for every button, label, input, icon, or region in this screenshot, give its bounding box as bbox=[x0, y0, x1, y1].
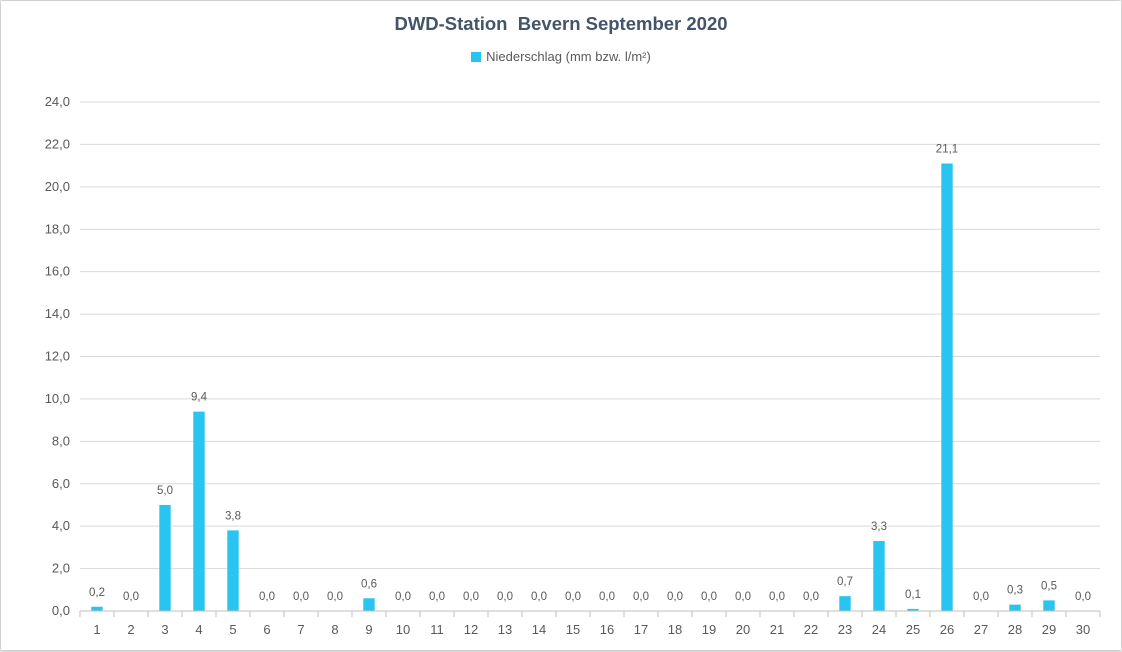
svg-text:4,0: 4,0 bbox=[52, 518, 70, 533]
svg-text:5: 5 bbox=[229, 622, 236, 637]
svg-text:18: 18 bbox=[668, 622, 682, 637]
svg-text:17: 17 bbox=[634, 622, 648, 637]
svg-text:15: 15 bbox=[566, 622, 580, 637]
svg-text:0,0: 0,0 bbox=[259, 591, 275, 603]
svg-text:23: 23 bbox=[838, 622, 852, 637]
svg-text:0,7: 0,7 bbox=[837, 576, 853, 588]
svg-text:2,0: 2,0 bbox=[52, 561, 70, 576]
svg-text:0,0: 0,0 bbox=[52, 603, 70, 618]
svg-text:0,0: 0,0 bbox=[395, 591, 411, 603]
svg-text:12,0: 12,0 bbox=[45, 349, 70, 364]
svg-text:0,0: 0,0 bbox=[293, 591, 309, 603]
svg-text:0,0: 0,0 bbox=[599, 591, 615, 603]
svg-text:14: 14 bbox=[532, 622, 546, 637]
svg-text:2: 2 bbox=[127, 622, 134, 637]
svg-text:24,0: 24,0 bbox=[45, 94, 70, 109]
svg-text:29: 29 bbox=[1042, 622, 1056, 637]
svg-text:8: 8 bbox=[331, 622, 338, 637]
svg-text:24: 24 bbox=[872, 622, 886, 637]
svg-text:10: 10 bbox=[396, 622, 410, 637]
svg-text:21: 21 bbox=[770, 622, 784, 637]
svg-text:8,0: 8,0 bbox=[52, 433, 70, 448]
svg-text:21,1: 21,1 bbox=[936, 144, 958, 156]
svg-text:5,0: 5,0 bbox=[157, 485, 173, 497]
svg-text:16,0: 16,0 bbox=[45, 264, 70, 279]
svg-text:0,0: 0,0 bbox=[735, 591, 751, 603]
svg-text:0,0: 0,0 bbox=[667, 591, 683, 603]
svg-text:13: 13 bbox=[498, 622, 512, 637]
svg-text:0,0: 0,0 bbox=[463, 591, 479, 603]
svg-text:18,0: 18,0 bbox=[45, 221, 70, 236]
svg-text:11: 11 bbox=[430, 622, 444, 637]
svg-text:0,0: 0,0 bbox=[701, 591, 717, 603]
svg-text:0,0: 0,0 bbox=[327, 591, 343, 603]
svg-text:30: 30 bbox=[1076, 622, 1090, 637]
svg-text:20,0: 20,0 bbox=[45, 179, 70, 194]
svg-text:1: 1 bbox=[93, 622, 100, 637]
svg-text:22: 22 bbox=[804, 622, 818, 637]
svg-text:6: 6 bbox=[263, 622, 270, 637]
svg-text:16: 16 bbox=[600, 622, 614, 637]
svg-text:12: 12 bbox=[464, 622, 478, 637]
svg-text:4: 4 bbox=[195, 622, 202, 637]
svg-text:0,0: 0,0 bbox=[769, 591, 785, 603]
svg-text:10,0: 10,0 bbox=[45, 391, 70, 406]
svg-text:3: 3 bbox=[161, 622, 168, 637]
svg-text:0,0: 0,0 bbox=[123, 591, 139, 603]
svg-text:28: 28 bbox=[1008, 622, 1022, 637]
svg-text:14,0: 14,0 bbox=[45, 306, 70, 321]
svg-text:0,6: 0,6 bbox=[361, 578, 377, 590]
svg-text:3,8: 3,8 bbox=[225, 510, 241, 522]
svg-text:0,0: 0,0 bbox=[531, 591, 547, 603]
svg-text:9: 9 bbox=[365, 622, 372, 637]
svg-text:25: 25 bbox=[906, 622, 920, 637]
svg-text:0,0: 0,0 bbox=[803, 591, 819, 603]
svg-text:0,5: 0,5 bbox=[1041, 580, 1057, 592]
svg-text:3,3: 3,3 bbox=[871, 521, 887, 533]
svg-text:19: 19 bbox=[702, 622, 716, 637]
svg-text:0,0: 0,0 bbox=[565, 591, 581, 603]
svg-text:0,2: 0,2 bbox=[89, 587, 105, 599]
svg-text:6,0: 6,0 bbox=[52, 476, 70, 491]
svg-text:0,0: 0,0 bbox=[1075, 591, 1091, 603]
svg-text:9,4: 9,4 bbox=[191, 392, 208, 404]
svg-text:0,3: 0,3 bbox=[1007, 585, 1023, 597]
svg-text:7: 7 bbox=[297, 622, 304, 637]
svg-text:26: 26 bbox=[940, 622, 954, 637]
svg-text:27: 27 bbox=[974, 622, 988, 637]
svg-text:0,0: 0,0 bbox=[633, 591, 649, 603]
svg-text:22,0: 22,0 bbox=[45, 136, 70, 151]
svg-text:0,0: 0,0 bbox=[429, 591, 445, 603]
svg-text:20: 20 bbox=[736, 622, 750, 637]
svg-text:0,0: 0,0 bbox=[497, 591, 513, 603]
svg-text:0,0: 0,0 bbox=[973, 591, 989, 603]
svg-text:0,1: 0,1 bbox=[905, 589, 921, 601]
